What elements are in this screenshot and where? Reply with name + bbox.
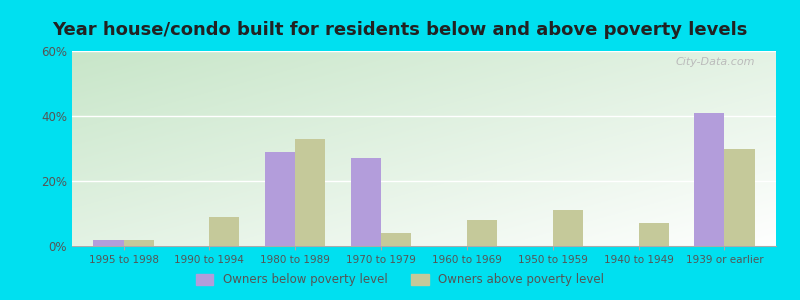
Bar [694,113,725,246]
Bar [210,217,239,246]
Bar [265,152,295,246]
Bar [94,239,123,246]
Text: City-Data.com: City-Data.com [675,57,755,67]
Bar [467,220,497,246]
Bar [725,148,754,246]
Bar [381,233,411,246]
Bar [553,210,583,246]
Bar [351,158,381,246]
Bar [295,139,326,246]
Legend: Owners below poverty level, Owners above poverty level: Owners below poverty level, Owners above… [191,269,609,291]
Bar [123,239,154,246]
Text: Year house/condo built for residents below and above poverty levels: Year house/condo built for residents bel… [52,21,748,39]
Bar [638,223,669,246]
